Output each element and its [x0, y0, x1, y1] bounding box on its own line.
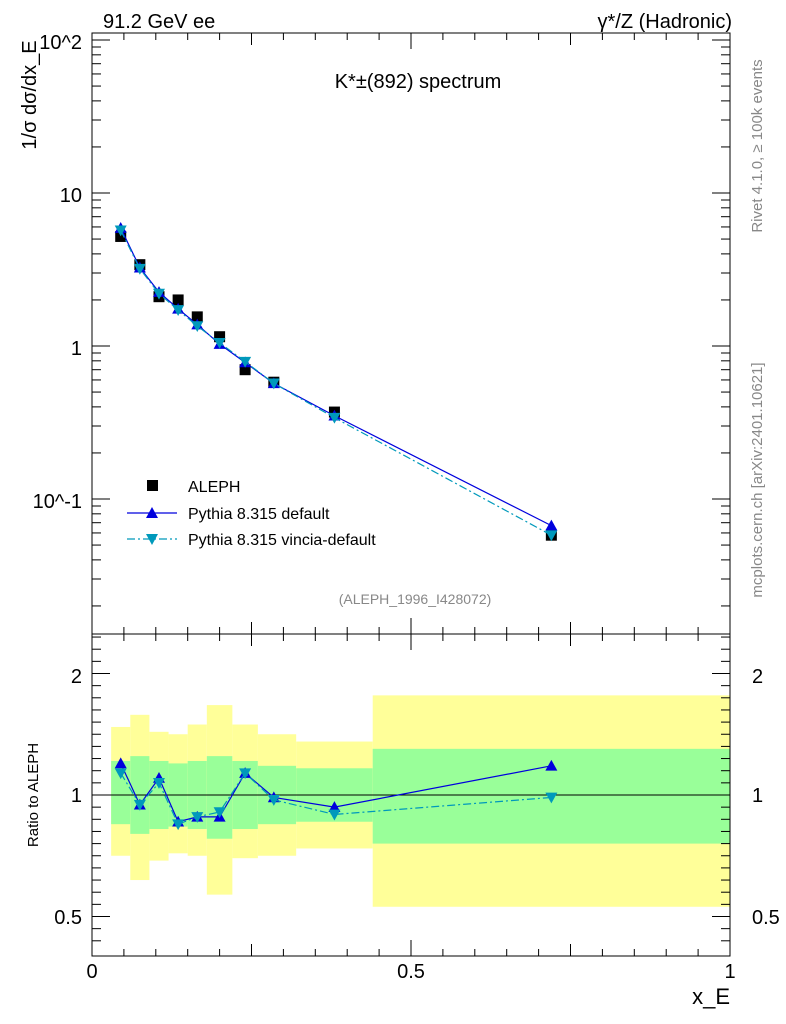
header-left: 91.2 GeV ee: [103, 11, 215, 33]
pythia-vincia-point-4: [191, 321, 204, 333]
pythia-vincia-point-2: [152, 288, 165, 300]
ratio-inner-band-5: [206, 756, 233, 839]
ratio-inner-band-0: [111, 760, 131, 825]
ratio-vincia-point-5: [213, 807, 226, 819]
pythia-vincia-point-5: [213, 337, 226, 349]
x-axis-label: x_E: [692, 984, 730, 1009]
x-tick-label-05: 0.5: [397, 961, 425, 983]
y-tick-label-0p1: 10^-1: [33, 491, 82, 513]
rivet-version-label: Rivet 4.1.0, ≥ 100k events: [749, 59, 766, 232]
aleph-point-3: [172, 294, 184, 306]
x-tick-label-0: 0: [86, 961, 97, 983]
pythia-vincia-point-3: [172, 305, 185, 316]
ratio-y-axis-label: Ratio to ALEPH: [25, 743, 42, 847]
pythia-vincia-point-8: [328, 412, 341, 424]
aleph-point-5: [214, 331, 226, 343]
ratio-uncertainty-bands: [111, 695, 730, 907]
aleph-point-4: [191, 311, 203, 323]
ratio-tick-label-right-2: 2: [752, 666, 763, 688]
y-tick-label-10: 10: [60, 185, 82, 207]
mcplots-label: mcplots.cern.ch [arXiv:2401.10621]: [749, 362, 766, 597]
ratio-line-1: [120, 772, 552, 825]
series-line-1: [120, 227, 552, 527]
ratio-tick-label-1: 1: [71, 785, 82, 807]
ratio-vincia-point-9: [545, 792, 558, 804]
ratio-line-0: [120, 763, 552, 823]
pythia-vincia-point-7: [267, 378, 280, 390]
ratio-vincia-point-0: [114, 768, 127, 780]
legend-marker-pythia-vincia: [146, 534, 158, 545]
header-right: γ*/Z (Hadronic): [598, 11, 732, 33]
ratio-vincia-point-7: [267, 795, 280, 806]
legend: ALEPH Pythia 8.315 default Pythia 8.315 …: [127, 479, 376, 549]
ratio-vincia-point-1: [133, 799, 146, 811]
tick-labels: 0 0.5 1 10^-1 1 10 10^2 0.5 1 2 0.5 1 2: [33, 32, 780, 983]
chart-title: K*±(892) spectrum: [335, 71, 502, 93]
ratio-tick-label-right-1: 1: [752, 785, 763, 807]
pythia-vincia-point-1: [133, 263, 146, 275]
ratio-default-point-8: [328, 801, 341, 812]
ratio-vincia-point-3: [172, 819, 185, 831]
ratio-tick-label-2: 2: [71, 666, 82, 688]
ratio-default-point-9: [545, 759, 558, 771]
series-line-2: [120, 230, 552, 536]
x-tick-label-1: 1: [724, 961, 735, 983]
y-tick-label-1: 1: [71, 338, 82, 360]
pythia-vincia-point-0: [114, 225, 127, 237]
aleph-point-0: [115, 230, 127, 242]
ratio-vincia-point-2: [152, 778, 165, 789]
ratio-vincia-point-6: [239, 768, 252, 780]
legend-label-pythia-default: Pythia 8.315 default: [188, 506, 330, 523]
legend-label-pythia-vincia: Pythia 8.315 vincia-default: [188, 532, 376, 549]
ratio-vincia-point-8: [328, 809, 341, 821]
ratio-default-point-0: [114, 757, 127, 769]
pythia-vincia-point-6: [239, 356, 252, 368]
data-series: [114, 222, 558, 831]
ratio-vincia-point-4: [191, 812, 204, 823]
y-axis-label: 1/σ dσ/dx_E: [19, 40, 41, 149]
pythia-default-point-9: [545, 519, 558, 531]
axis-ticks: [91, 33, 731, 956]
pythia-vincia-point-9: [545, 530, 558, 542]
legend-label-aleph: ALEPH: [188, 479, 240, 496]
ratio-tick-label-right-0p5: 0.5: [752, 907, 780, 929]
legend-marker-aleph: [147, 480, 158, 491]
aleph-point-6: [239, 364, 251, 376]
analysis-id: (ALEPH_1996_I428072): [339, 591, 492, 607]
ratio-tick-label-0p5: 0.5: [54, 907, 82, 929]
y-tick-label-100: 10^2: [39, 32, 82, 54]
legend-marker-pythia-default: [146, 507, 158, 518]
